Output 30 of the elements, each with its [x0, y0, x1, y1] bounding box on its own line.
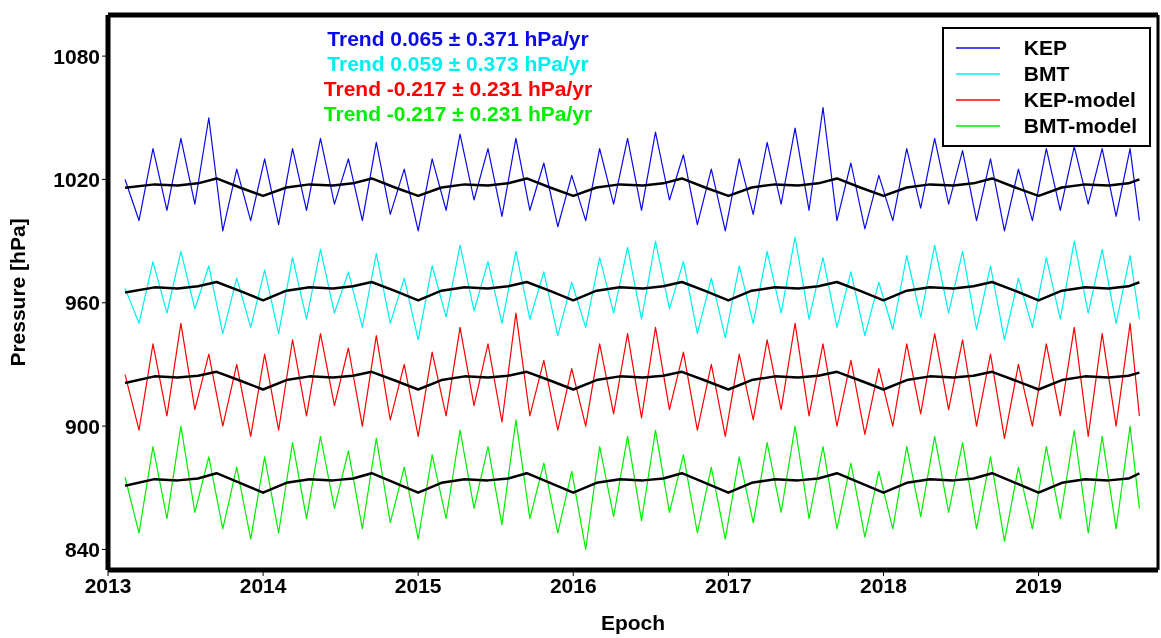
x-tick-label: 2013 — [84, 573, 132, 597]
legend-label: BMT-model — [1023, 114, 1137, 138]
annotation: Trend -0.217 ± 0.231 hPa/yr — [322, 76, 594, 101]
annotation: Trend 0.065 ± 0.371 hPa/yr — [326, 26, 590, 51]
line-series — [124, 106, 1140, 232]
x-tick-label: 2015 — [394, 573, 442, 597]
line-series — [123, 370, 1141, 391]
x-tick-label: 2016 — [549, 573, 597, 597]
line-series — [124, 236, 1140, 341]
x-tick-label: 2018 — [860, 573, 908, 597]
y-axis-title: Pressure [hPa] — [6, 218, 30, 367]
legend-label: BMT — [1023, 62, 1070, 86]
x-tick-label: 2014 — [239, 573, 287, 597]
line-series — [123, 280, 1141, 302]
y-tick-label: 1080 — [53, 44, 100, 68]
legend-label: KEP — [1023, 36, 1068, 60]
y-tick-label: 840 — [64, 537, 100, 561]
annotation: Trend 0.059 ± 0.373 hPa/yr — [326, 51, 590, 76]
line-series — [123, 177, 1141, 198]
annotation: Trend -0.217 ± 0.231 hPa/yr — [322, 101, 594, 126]
x-axis-title: Epoch — [600, 611, 666, 634]
line-series — [124, 419, 1140, 551]
y-tick-label: 960 — [64, 291, 100, 315]
y-tick-label: 900 — [64, 414, 100, 438]
line-series — [123, 471, 1141, 494]
x-tick-label: 2017 — [705, 573, 752, 597]
y-tick-label: 1020 — [53, 167, 100, 191]
legend-label: KEP-model — [1023, 88, 1136, 112]
x-tick-label: 2019 — [1015, 573, 1062, 597]
line-series — [124, 312, 1140, 440]
